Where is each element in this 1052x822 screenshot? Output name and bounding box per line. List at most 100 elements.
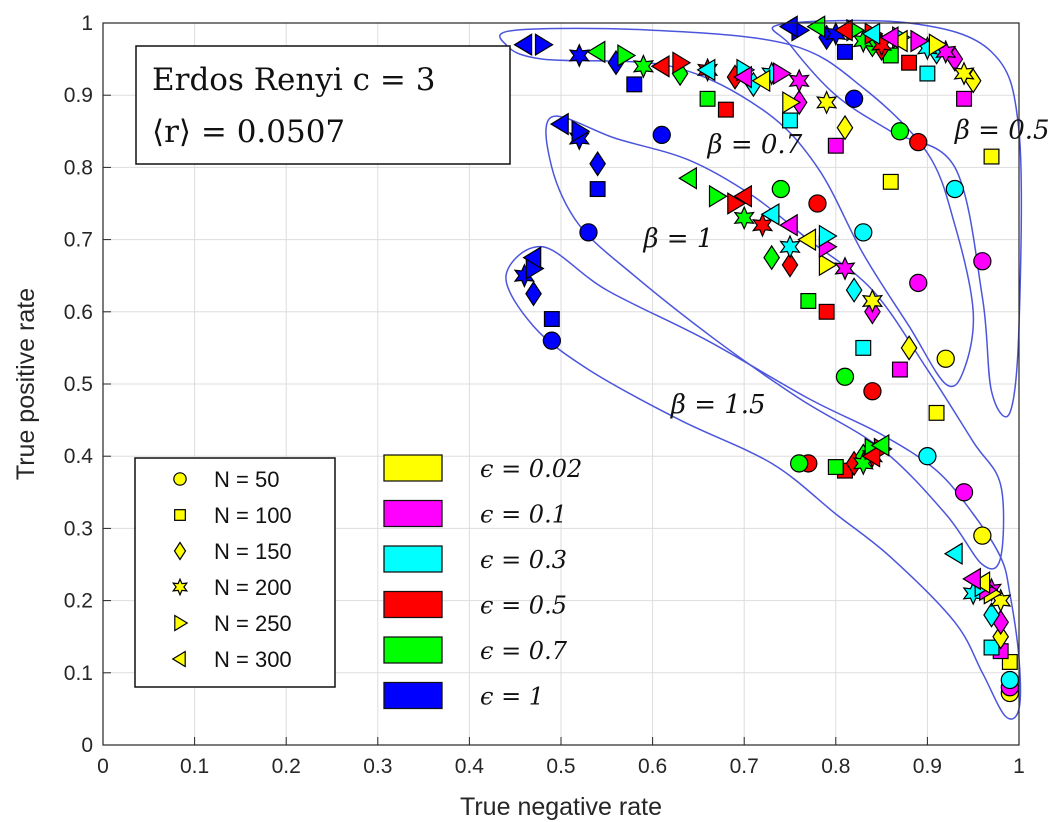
point-n50-eps0_5: [863, 382, 882, 401]
point-n200-eps0_02: [816, 90, 838, 115]
point-n250-eps0_02: [928, 33, 948, 57]
point-n100-eps0_02: [983, 148, 1000, 165]
point-n300-eps0_1: [733, 65, 753, 89]
y-tick-label: 0: [81, 734, 93, 757]
color-legend-label: ϵ = 0.7: [480, 637, 568, 665]
point-n50-eps0_7: [790, 454, 809, 473]
point-n100-eps1: [543, 311, 560, 328]
point-n50-eps0_1: [954, 483, 974, 502]
point-n300-eps0_7: [678, 166, 698, 190]
point-n50-eps0_3: [945, 179, 965, 199]
region-beta-0.5: [771, 19, 1023, 418]
point-n300-eps0_02: [751, 69, 771, 93]
color-legend-label: ϵ = 0.02: [480, 455, 582, 483]
region-labels: β = 0.5 β = 0.7 β = 1 β = 1.5: [642, 116, 1049, 420]
point-n300-eps0_3: [696, 58, 716, 82]
x-axis-label: True negative rate: [460, 793, 662, 821]
point-n100-eps0_5: [818, 303, 835, 320]
point-n250-eps0_1: [910, 29, 930, 53]
point-n100-eps0_7: [699, 90, 716, 107]
y-tick-label: 0.9: [64, 84, 93, 107]
x-tick-label: 0: [97, 755, 109, 778]
y-tick-label: 0.4: [64, 445, 94, 468]
point-n300-eps0_5: [733, 184, 753, 208]
point-n50-eps1: [579, 223, 598, 242]
point-n100-eps0_3: [983, 639, 1000, 656]
point-n100-eps0_3: [782, 112, 798, 129]
point-n200-eps1: [568, 126, 590, 151]
point-n50-eps1: [844, 89, 864, 108]
x-tick-label: 0.6: [638, 755, 667, 778]
marker-legend-swatch: [174, 509, 186, 521]
point-n250-eps0_1: [772, 62, 792, 85]
color-legend-swatch: [383, 454, 443, 482]
x-tick-label: 0.9: [913, 755, 942, 778]
marker-legend-label: N = 300: [214, 647, 292, 672]
marker-legend-label: N = 150: [214, 539, 292, 564]
point-n200-eps0_7: [733, 205, 755, 231]
marker-legend-swatch: [174, 614, 189, 632]
color-legend: ϵ = 0.02 ϵ = 0.1 ϵ = 0.3 ϵ = 0.5 ϵ = 0.7 ϵ = …: [383, 454, 582, 711]
y-axis-label: True positive rate: [12, 288, 40, 480]
marker-legend-swatch: [171, 577, 189, 597]
point-n250-eps0_02: [782, 91, 802, 114]
point-n300-eps0_7: [870, 433, 890, 457]
point-n300-eps0_5: [650, 54, 670, 78]
region-label: β = 0.5: [954, 116, 1050, 146]
point-n200-eps1: [568, 43, 590, 68]
marker-legend-label: N = 50: [214, 467, 279, 492]
y-tick-label: 0.3: [64, 517, 93, 540]
point-n100-eps0_02: [882, 173, 899, 190]
point-n100-eps0_1: [891, 361, 908, 378]
point-n250-eps0_7: [708, 184, 728, 208]
point-n150-eps0_02: [992, 623, 1010, 650]
x-tick-label: 0.7: [730, 755, 759, 778]
y-tick-label: 0.2: [64, 590, 93, 613]
point-n50-eps0_3: [1000, 670, 1019, 690]
x-tick-label: 1: [1013, 755, 1025, 778]
point-n50-eps0_5: [808, 194, 827, 213]
point-n250-eps0_3: [818, 224, 838, 248]
point-n150-eps0_02: [900, 335, 918, 361]
marker-legend-label: N = 100: [214, 503, 292, 528]
point-n250-eps0_5: [672, 51, 692, 75]
point-n250-eps0_7: [617, 44, 637, 67]
point-n50-eps0_7: [771, 179, 790, 199]
marker-legend-label: N = 200: [214, 575, 292, 600]
color-legend-label: ϵ = 0.1: [480, 501, 567, 529]
point-n50-eps0_3: [854, 223, 873, 242]
point-n300-eps0_02: [797, 228, 817, 252]
point-n300-eps1: [522, 246, 542, 270]
marker-legend-label: N = 250: [214, 611, 292, 636]
color-legend-swatch: [383, 681, 443, 710]
point-n200-eps0_3: [779, 234, 801, 260]
point-n100-eps0_3: [855, 339, 872, 356]
x-tick-label: 0.1: [180, 755, 209, 778]
point-n300-eps1: [549, 112, 569, 136]
point-n100-eps0_5: [717, 101, 734, 118]
point-n200-eps0_02: [861, 288, 884, 314]
point-n100-eps1: [589, 181, 606, 198]
x-tick-label: 0.3: [363, 755, 392, 778]
point-n100-eps0_5: [901, 54, 918, 71]
point-n300-eps0_1: [962, 567, 982, 591]
title-line-2: ⟨r⟩ = 0.0507: [152, 114, 345, 150]
point-n150-eps0_5: [781, 252, 799, 278]
point-n300-eps0_5: [833, 18, 853, 42]
point-n150-eps0_3: [983, 602, 1000, 628]
point-n150-eps0_02: [836, 114, 854, 141]
color-legend-swatch: [383, 545, 443, 573]
point-n50-eps0_1: [909, 273, 928, 293]
point-n250-eps1: [571, 119, 591, 143]
marker-legend-swatch: [173, 472, 187, 486]
x-tick-label: 0.2: [272, 755, 301, 778]
point-n300-eps0_02: [971, 571, 991, 594]
point-n150-eps0_3: [845, 277, 863, 303]
point-n50-eps1: [652, 125, 671, 145]
color-legend-swatch: [383, 590, 443, 619]
point-n150-eps1: [589, 151, 607, 177]
y-tick-label: 0.5: [64, 373, 93, 396]
point-n300-eps0_3: [943, 542, 963, 566]
point-n300-eps0_3: [760, 202, 780, 226]
title-box: Erdos Renyi c = 3 ⟨r⟩ = 0.0507: [135, 45, 511, 165]
